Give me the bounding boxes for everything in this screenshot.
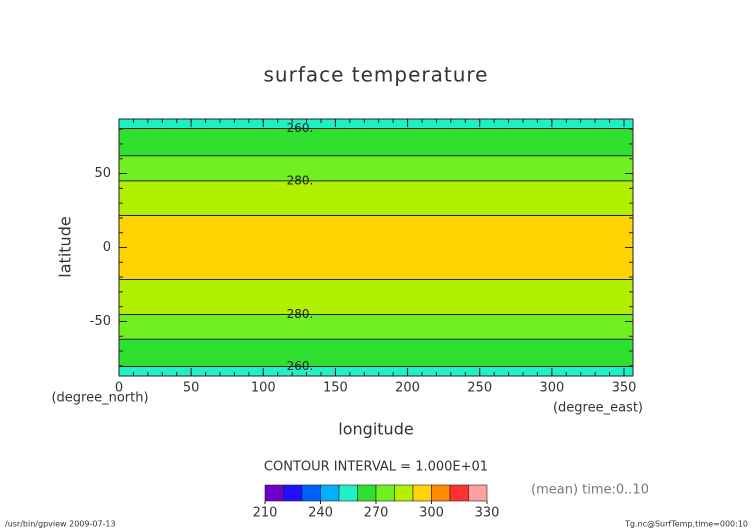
contour-label: 260. (287, 359, 314, 373)
colorbar-tick-label: 300 (419, 506, 444, 521)
x-tick-label: 50 (183, 381, 200, 396)
contour-label: 280. (287, 173, 314, 187)
contour-band (119, 215, 633, 280)
colorbar-swatch (338, 484, 358, 502)
y-tick-label: 0 (103, 240, 111, 255)
contour-band (119, 339, 633, 367)
colorbar-swatch (283, 484, 303, 502)
note: (mean) time:0..10 (531, 483, 649, 498)
contour-band (119, 279, 633, 315)
colorbar-swatch (394, 484, 414, 502)
contour-band (119, 128, 633, 156)
contour-band (119, 155, 633, 181)
contour-band (119, 366, 633, 376)
x-tick-label: 200 (395, 381, 420, 396)
colorbar-swatch (320, 484, 340, 502)
x-unit: (degree_east) (553, 401, 643, 416)
x-tick-label: 350 (612, 381, 637, 396)
contour-band (119, 119, 633, 129)
x-tick-label: 0 (115, 381, 123, 396)
x-tick-label: 300 (539, 381, 564, 396)
y-tick-label: -50 (90, 314, 111, 329)
x-axis-label: longitude (338, 420, 413, 439)
colorbar-tick-label: 240 (308, 506, 333, 521)
footer-right: Tg.nc@SurfTemp,time=000:10 (624, 520, 748, 529)
colorbar-swatch (468, 484, 488, 502)
contour-label: 260. (287, 121, 314, 135)
colorbar-tick-label: 270 (364, 506, 389, 521)
y-axis-label: latitude (56, 216, 75, 277)
colorbar-tick-label: 330 (475, 506, 500, 521)
chart-title: surface temperature (264, 63, 489, 87)
contour-interval: CONTOUR INTERVAL = 1.000E+01 (264, 460, 488, 475)
colorbar-swatch (412, 484, 432, 502)
y-unit: (degree_north) (51, 391, 148, 406)
contour-band (119, 314, 633, 340)
contour-label: 280. (287, 307, 314, 321)
footer-left: /usr/bin/gpview 2009-07-13 (5, 520, 116, 529)
colorbar-tick-label: 210 (253, 506, 278, 521)
x-tick-label: 150 (323, 381, 348, 396)
colorbar-swatch (375, 484, 395, 502)
colorbar-swatch (264, 484, 284, 502)
colorbar-swatch (301, 484, 321, 502)
x-tick-label: 250 (467, 381, 492, 396)
colorbar-swatch (357, 484, 377, 502)
contour-band (119, 180, 633, 216)
colorbar-swatch (449, 484, 469, 502)
colorbar-swatch (431, 484, 451, 502)
y-tick-label: 50 (94, 166, 111, 181)
x-tick-label: 100 (251, 381, 276, 396)
